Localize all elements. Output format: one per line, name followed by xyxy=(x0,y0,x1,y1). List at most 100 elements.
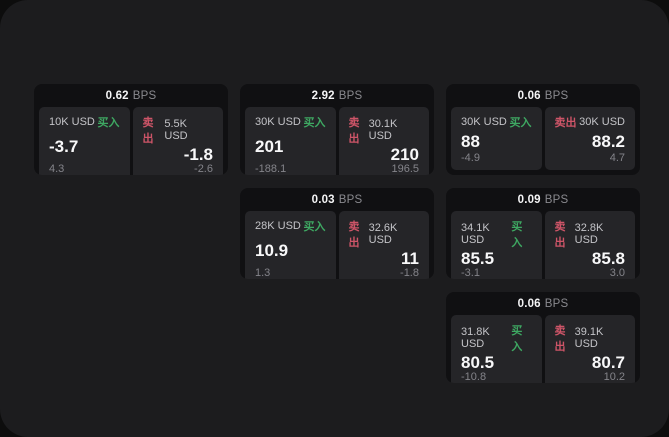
bps-value: 2.92 xyxy=(311,89,335,102)
quote-card: 0.06 BPS 30K USD 买入 88 -4.9 卖出 30K USD 8… xyxy=(446,84,640,175)
buy-label-row: 31.8K USD 买入 xyxy=(461,322,532,354)
sell-main-value: 11 xyxy=(401,249,419,268)
sell-label-row: 卖出 30K USD xyxy=(555,114,626,130)
buy-sub-value: 4.3 xyxy=(49,163,65,175)
buy-label-row: 30K USD 买入 xyxy=(255,114,326,130)
sell-sub-value: 10.2 xyxy=(603,371,625,383)
quote-card: 0.09 BPS 34.1K USD 买入 85.5 -3.1 卖出 32.8K… xyxy=(446,188,640,279)
buy-main-value: 201 xyxy=(255,137,284,156)
sell-side-label: 卖出 xyxy=(554,325,566,353)
card-bps-header: 0.06 BPS xyxy=(446,292,640,315)
sell-panel[interactable]: 卖出 32.8K USD 85.8 3.0 xyxy=(544,211,635,279)
card-body: 34.1K USD 买入 85.5 -3.1 卖出 32.8K USD 85.8… xyxy=(446,211,640,279)
sell-panel[interactable]: 卖出 30.1K USD 210 196.5 xyxy=(338,107,429,175)
buy-main-value: 80.5 xyxy=(461,353,495,372)
sell-panel[interactable]: 卖出 30K USD 88.2 4.7 xyxy=(544,107,635,170)
sell-sub-value: -2.6 xyxy=(194,163,213,175)
buy-size-label: 30K USD xyxy=(255,116,301,128)
buy-side-label: 买入 xyxy=(303,221,326,233)
card-bps-header: 0.62 BPS xyxy=(34,84,228,107)
buy-main-value: 85.5 xyxy=(461,249,495,268)
sell-side-label: 卖出 xyxy=(348,221,360,249)
sell-sub-value: 196.5 xyxy=(391,163,419,175)
quote-card: 0.03 BPS 28K USD 买入 10.9 1.3 卖出 32.6K US… xyxy=(240,188,434,279)
sell-side-label: 卖出 xyxy=(554,221,566,249)
buy-side-label: 买入 xyxy=(511,221,523,249)
buy-panel[interactable]: 10K USD 买入 -3.7 4.3 xyxy=(39,107,130,175)
quote-card: 2.92 BPS 30K USD 买入 201 -188.1 卖出 30.1K … xyxy=(240,84,434,175)
card-body: 10K USD 买入 -3.7 4.3 卖出 5.5K USD -1.8 -2.… xyxy=(34,107,228,175)
card-bps-header: 0.09 BPS xyxy=(446,188,640,211)
buy-panel[interactable]: 34.1K USD 买入 85.5 -3.1 xyxy=(451,211,542,279)
sell-main-value: 85.8 xyxy=(591,249,625,268)
sell-label-row: 卖出 39.1K USD xyxy=(555,322,626,354)
buy-main-value: 88 xyxy=(461,131,480,151)
sell-main-value: 88.2 xyxy=(591,131,625,151)
buy-side-label: 买入 xyxy=(303,117,326,129)
cards-grid: 0.62 BPS 10K USD 买入 -3.7 4.3 卖出 5.5K USD… xyxy=(34,84,640,383)
buy-size-label: 28K USD xyxy=(255,220,301,232)
card-body: 31.8K USD 买入 80.5 -10.8 卖出 39.1K USD 80.… xyxy=(446,315,640,383)
card-body: 28K USD 买入 10.9 1.3 卖出 32.6K USD 11 -1.8 xyxy=(240,211,434,279)
sell-label-row: 卖出 5.5K USD xyxy=(143,114,214,146)
sell-panel[interactable]: 卖出 32.6K USD 11 -1.8 xyxy=(338,211,429,279)
buy-panel[interactable]: 28K USD 买入 10.9 1.3 xyxy=(245,211,336,279)
sell-label-row: 卖出 32.8K USD xyxy=(555,218,626,250)
card-body: 30K USD 买入 201 -188.1 卖出 30.1K USD 210 1… xyxy=(240,107,434,175)
buy-main-value: -3.7 xyxy=(49,137,79,156)
sell-side-label: 卖出 xyxy=(142,117,154,145)
card-bps-header: 0.03 BPS xyxy=(240,188,434,211)
bps-value: 0.06 xyxy=(517,89,541,102)
buy-label-row: 30K USD 买入 xyxy=(461,114,532,130)
buy-label-row: 10K USD 买入 xyxy=(49,114,120,130)
buy-sub-value: 1.3 xyxy=(255,267,271,279)
bps-suffix-label: BPS xyxy=(544,89,569,102)
buy-side-label: 买入 xyxy=(511,325,523,353)
buy-panel[interactable]: 30K USD 买入 201 -188.1 xyxy=(245,107,336,175)
buy-side-label: 买入 xyxy=(97,117,120,129)
card-body: 30K USD 买入 88 -4.9 卖出 30K USD 88.2 4.7 xyxy=(446,107,640,175)
buy-side-label: 买入 xyxy=(509,117,532,129)
quote-card: 0.06 BPS 31.8K USD 买入 80.5 -10.8 卖出 39.1… xyxy=(446,292,640,383)
buy-label-row: 34.1K USD 买入 xyxy=(461,218,532,250)
buy-sub-value: -188.1 xyxy=(255,163,287,175)
buy-size-label: 30K USD xyxy=(461,116,507,128)
sell-size-label: 30K USD xyxy=(579,116,625,128)
sell-side-label: 卖出 xyxy=(554,117,577,129)
buy-size-label: 10K USD xyxy=(49,116,95,128)
sell-label-row: 卖出 32.6K USD xyxy=(349,218,420,250)
bps-suffix-label: BPS xyxy=(338,193,363,206)
buy-main-value: 10.9 xyxy=(255,241,289,260)
bps-value: 0.06 xyxy=(517,297,541,310)
bps-suffix-label: BPS xyxy=(338,89,363,102)
card-bps-header: 2.92 BPS xyxy=(240,84,434,107)
buy-size-label: 31.8K USD xyxy=(461,326,490,350)
sell-size-label: 32.8K USD xyxy=(574,222,604,246)
buy-size-label: 34.1K USD xyxy=(461,222,490,246)
buy-panel[interactable]: 31.8K USD 买入 80.5 -10.8 xyxy=(451,315,542,383)
card-bps-header: 0.06 BPS xyxy=(446,84,640,107)
buy-sub-value: -4.9 xyxy=(461,152,480,164)
bps-suffix-label: BPS xyxy=(544,193,569,206)
buy-panel[interactable]: 30K USD 买入 88 -4.9 xyxy=(451,107,542,170)
sell-size-label: 5.5K USD xyxy=(164,118,188,142)
bps-suffix-label: BPS xyxy=(544,297,569,310)
sell-size-label: 30.1K USD xyxy=(368,118,398,142)
sell-size-label: 39.1K USD xyxy=(574,326,604,350)
buy-label-row: 28K USD 买入 xyxy=(255,218,326,234)
sell-panel[interactable]: 卖出 5.5K USD -1.8 -2.6 xyxy=(132,107,223,175)
sell-size-label: 32.6K USD xyxy=(368,222,398,246)
sell-main-value: 210 xyxy=(390,145,419,164)
buy-sub-value: -10.8 xyxy=(461,371,487,383)
bps-suffix-label: BPS xyxy=(132,89,157,102)
bps-value: 0.09 xyxy=(517,193,541,206)
bps-value: 0.62 xyxy=(105,89,129,102)
sell-main-value: -1.8 xyxy=(183,145,213,164)
bps-value: 0.03 xyxy=(311,193,335,206)
sell-panel[interactable]: 卖出 39.1K USD 80.7 10.2 xyxy=(544,315,635,383)
buy-sub-value: -3.1 xyxy=(461,267,480,279)
sell-label-row: 卖出 30.1K USD xyxy=(349,114,420,146)
sell-main-value: 80.7 xyxy=(591,353,625,372)
sell-sub-value: 4.7 xyxy=(609,152,625,164)
